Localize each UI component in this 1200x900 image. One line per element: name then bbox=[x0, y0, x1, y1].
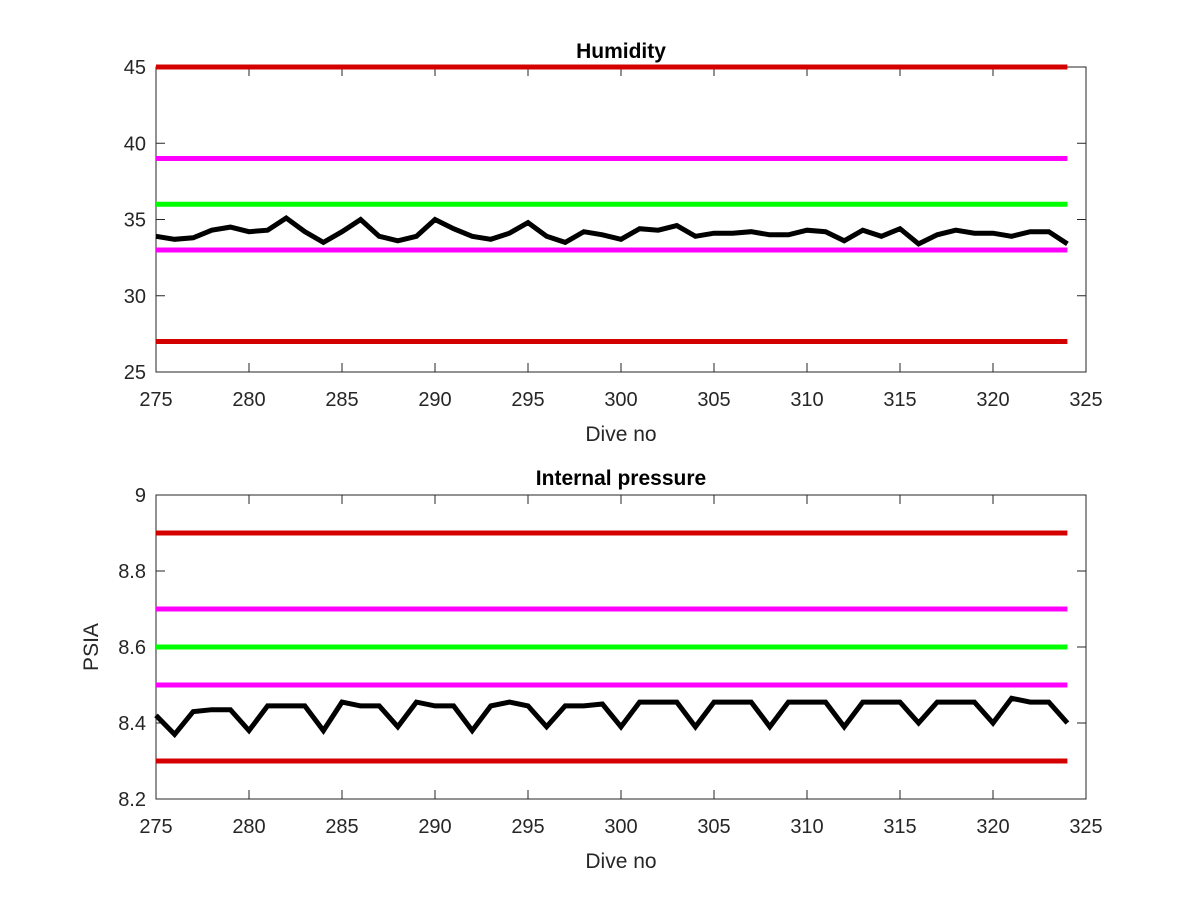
internal-pressure-x-tick-label: 285 bbox=[325, 816, 358, 838]
internal-pressure-x-tick-label: 290 bbox=[418, 816, 451, 838]
humidity-x-axis-label: Dive no bbox=[585, 423, 656, 446]
humidity-x-tick-label: 310 bbox=[790, 389, 823, 411]
humidity-plot-area: 275 280 285 290 295 300 305 310 315 320 325 25 30 35 4… bbox=[124, 57, 1103, 411]
internal-pressure-series-line bbox=[154, 695, 1070, 739]
humidity-x-tick-label: 315 bbox=[883, 389, 916, 411]
humidity-title: Humidity bbox=[576, 40, 666, 63]
internal-pressure-x-tick-label: 320 bbox=[976, 816, 1009, 838]
humidity-series-line bbox=[155, 214, 1069, 247]
humidity-x-tick-label: 295 bbox=[511, 389, 544, 411]
internal-pressure-x-tick-label: 305 bbox=[697, 816, 730, 838]
internal-pressure-panel: Internal pressure Dive no PSIA 275 280 285… bbox=[80, 467, 1103, 873]
internal-pressure-y-axis-label: PSIA bbox=[80, 623, 103, 671]
humidity-y-tick-label: 45 bbox=[124, 57, 146, 79]
humidity-y-tick-label: 40 bbox=[124, 133, 146, 155]
humidity-y-tick-label: 30 bbox=[124, 286, 146, 308]
humidity-y-tick-label: 35 bbox=[124, 210, 146, 232]
internal-pressure-x-tick-label: 310 bbox=[790, 816, 823, 838]
humidity-x-tick-label: 320 bbox=[976, 389, 1009, 411]
internal-pressure-x-tick-label: 300 bbox=[604, 816, 637, 838]
humidity-x-tick-label: 280 bbox=[232, 389, 265, 411]
internal-pressure-plot-area: 275 280 285 290 295 300 305 310 315 320 325 8.2 8.4 8… bbox=[118, 485, 1103, 838]
humidity-x-tick-label: 300 bbox=[604, 389, 637, 411]
internal-pressure-x-axis-label: Dive no bbox=[585, 850, 656, 873]
humidity-panel: Humidity Dive no 275 280 285 290 295 300 305 31… bbox=[124, 40, 1103, 446]
humidity-y-tick-label: 25 bbox=[124, 362, 146, 384]
internal-pressure-y-tick-label: 8.8 bbox=[118, 561, 146, 583]
humidity-x-tick-label: 290 bbox=[418, 389, 451, 411]
humidity-x-tick-label: 325 bbox=[1069, 389, 1102, 411]
internal-pressure-x-tick-label: 325 bbox=[1069, 816, 1102, 838]
internal-pressure-x-tick-label: 295 bbox=[511, 816, 544, 838]
internal-pressure-y-tick-label: 8.2 bbox=[118, 789, 146, 811]
internal-pressure-y-tick-label: 9 bbox=[135, 485, 146, 507]
internal-pressure-title: Internal pressure bbox=[536, 467, 706, 490]
internal-pressure-x-tick-label: 315 bbox=[883, 816, 916, 838]
internal-pressure-x-tick-label: 275 bbox=[139, 816, 172, 838]
internal-pressure-x-tick-label: 280 bbox=[232, 816, 265, 838]
humidity-x-tick-label: 305 bbox=[697, 389, 730, 411]
humidity-x-tick-label: 275 bbox=[139, 389, 172, 411]
internal-pressure-y-tick-label: 8.4 bbox=[118, 713, 146, 735]
humidity-x-tick-label: 285 bbox=[325, 389, 358, 411]
internal-pressure-y-tick-label: 8.6 bbox=[118, 637, 146, 659]
